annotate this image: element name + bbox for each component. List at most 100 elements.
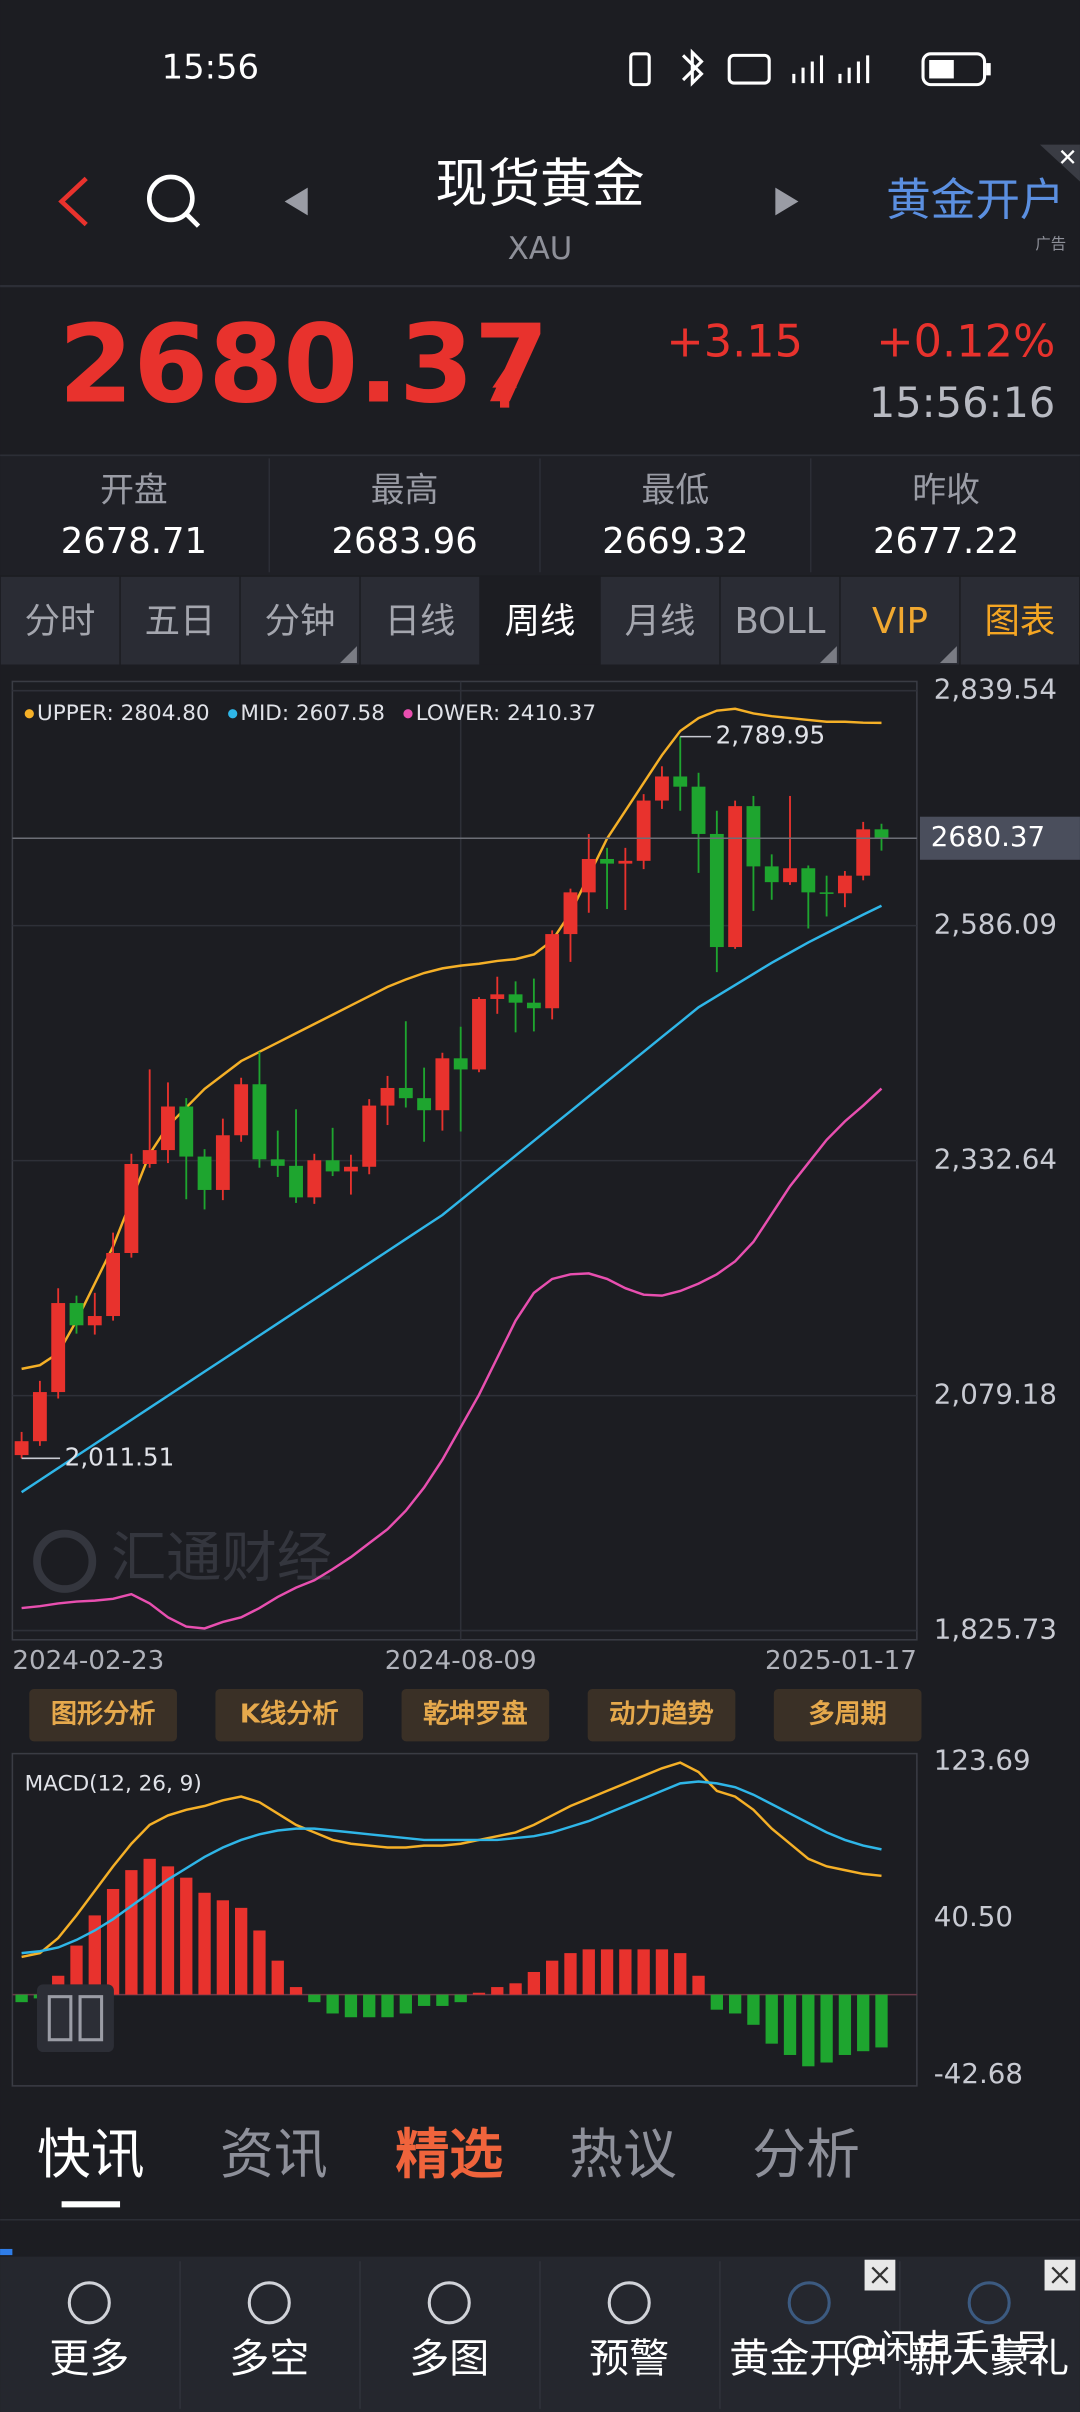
nav-label[interactable]: 黄金开户 [729, 2336, 889, 2382]
nav-icon [427, 2281, 471, 2325]
price-chart: 2,839.54 2,586.09 2,332.64 2,079.18 1,825.73… [12, 673, 1080, 1676]
candle-body [270, 1159, 285, 1166]
nav-label[interactable]: 预警 [589, 2336, 669, 2382]
candle-body [51, 1303, 66, 1393]
tab-label: 日线 [385, 601, 456, 642]
price-change: +3.15 [666, 316, 803, 368]
macd-bar [527, 1971, 541, 1995]
analysis-button[interactable] [401, 1689, 550, 1742]
boll-line [20, 904, 883, 1494]
nav-label[interactable]: 多图 [409, 2336, 489, 2382]
macd-bar [875, 1994, 888, 2048]
candle-body [801, 868, 816, 893]
tab-bg[interactable] [360, 576, 480, 665]
candle-body [691, 786, 706, 834]
stat-value: 2683.96 [331, 521, 477, 562]
analysis-button[interactable] [587, 1689, 736, 1742]
tab-bg[interactable] [240, 576, 360, 665]
y-tick-label: 123.69 [934, 1743, 1031, 1776]
macd-bar [857, 1994, 870, 2052]
price-change-pct: +0.12% [876, 316, 1055, 368]
analysis-button[interactable] [29, 1689, 177, 1742]
candle-body [618, 860, 633, 864]
y-tick-label: 1,825.73 [934, 1613, 1057, 1646]
search-button[interactable] [146, 174, 201, 228]
nav-label[interactable]: 新人豪礼 [909, 2336, 1069, 2382]
analysis-buttons: 图形分析 K线分析 乾坤罗盘 动力趋势 多周期 [29, 1689, 922, 1742]
analysis-button-label: 乾坤罗盘 [423, 1699, 528, 1730]
macd-bar [143, 1858, 156, 1995]
back-button[interactable] [58, 176, 88, 227]
nav-icon [67, 2281, 111, 2325]
tab-bg[interactable] [720, 576, 840, 665]
candle-body [69, 1303, 84, 1326]
tab-bg[interactable] [120, 576, 240, 665]
boll-line [21, 1087, 883, 1630]
min-label: 2,011.51 [65, 1442, 175, 1471]
macd-bar [436, 1994, 449, 2006]
tab-label: VIP [872, 601, 928, 642]
tab-bg[interactable] [0, 576, 120, 665]
candle-body [398, 1087, 413, 1099]
news-tab[interactable]: 资讯 [220, 2123, 328, 2186]
analysis-button[interactable] [773, 1689, 922, 1742]
candle-body [655, 776, 669, 801]
progress [0, 2248, 13, 2256]
analysis-button[interactable] [215, 1689, 364, 1742]
candle-body [728, 806, 743, 948]
nav-icon [787, 2281, 831, 2325]
candle-body [764, 866, 779, 883]
candle-body [508, 994, 523, 1003]
legend-dot [403, 709, 413, 719]
analysis-button-label: K线分析 [240, 1700, 339, 1730]
macd-bar [234, 1907, 248, 1995]
analysis-button-label: 动力趋势 [609, 1700, 714, 1730]
nav-label[interactable]: 更多 [49, 2336, 129, 2382]
nav-label[interactable]: 多空 [229, 2336, 309, 2382]
macd-bar [491, 1987, 504, 1995]
news-tab[interactable]: 分析 [752, 2123, 860, 2186]
next-button[interactable] [775, 187, 799, 216]
candle-body [709, 833, 724, 948]
nav-icon [967, 2281, 1011, 2325]
macd-bar [674, 1953, 687, 1995]
macd-bar [802, 1994, 815, 2067]
tab-bg[interactable] [480, 576, 600, 665]
news-tab[interactable]: 精选 [395, 2123, 503, 2186]
macd-bar [106, 1888, 120, 1995]
macd-bar [728, 1994, 742, 2014]
tab-bg[interactable] [840, 576, 960, 665]
tab-bg[interactable] [960, 576, 1080, 665]
max-label: 2,789.95 [716, 721, 826, 750]
macd-frame [11, 1752, 918, 2087]
macd-bar [308, 1994, 321, 2003]
y-tick-label: 2,839.54 [934, 673, 1057, 706]
layout-toggle[interactable] [36, 1984, 114, 2053]
ad-tag: 广告 [1035, 235, 1066, 253]
macd-bar [765, 1994, 778, 2044]
ad-link[interactable]: 黄金开户 [886, 174, 1064, 226]
instrument-code: XAU [508, 231, 573, 267]
macd-bar [399, 1994, 412, 2014]
y-tick-label: -42.68 [934, 2057, 1023, 2090]
prev-button[interactable] [284, 187, 308, 216]
tab-label: 五日 [145, 601, 216, 642]
watermark-logo [33, 1529, 97, 1593]
stat-label: 最高 [371, 471, 439, 510]
status-time: 15:56 [162, 48, 260, 87]
overlay-watermark: @闲电手1号 [842, 2327, 1050, 2370]
candle-body [545, 934, 560, 1009]
candle-body [14, 1441, 29, 1456]
legend-label: UPPER: 2804.80 [37, 701, 210, 726]
period-tabs: 分时 五日 分钟 日线 周线 月线 BOLL VIP 图表 [0, 576, 1080, 665]
tab-label: 周线 [505, 601, 576, 642]
candle-body [124, 1163, 139, 1253]
macd-bar [655, 1949, 669, 1995]
stat-value: 2669.32 [602, 521, 748, 562]
tab-bg[interactable] [600, 576, 720, 665]
legend-dot [24, 709, 34, 719]
news-tab[interactable]: 热议 [569, 2123, 677, 2186]
macd-bar [582, 1949, 595, 1995]
news-tab[interactable]: 快讯 [37, 2123, 145, 2186]
